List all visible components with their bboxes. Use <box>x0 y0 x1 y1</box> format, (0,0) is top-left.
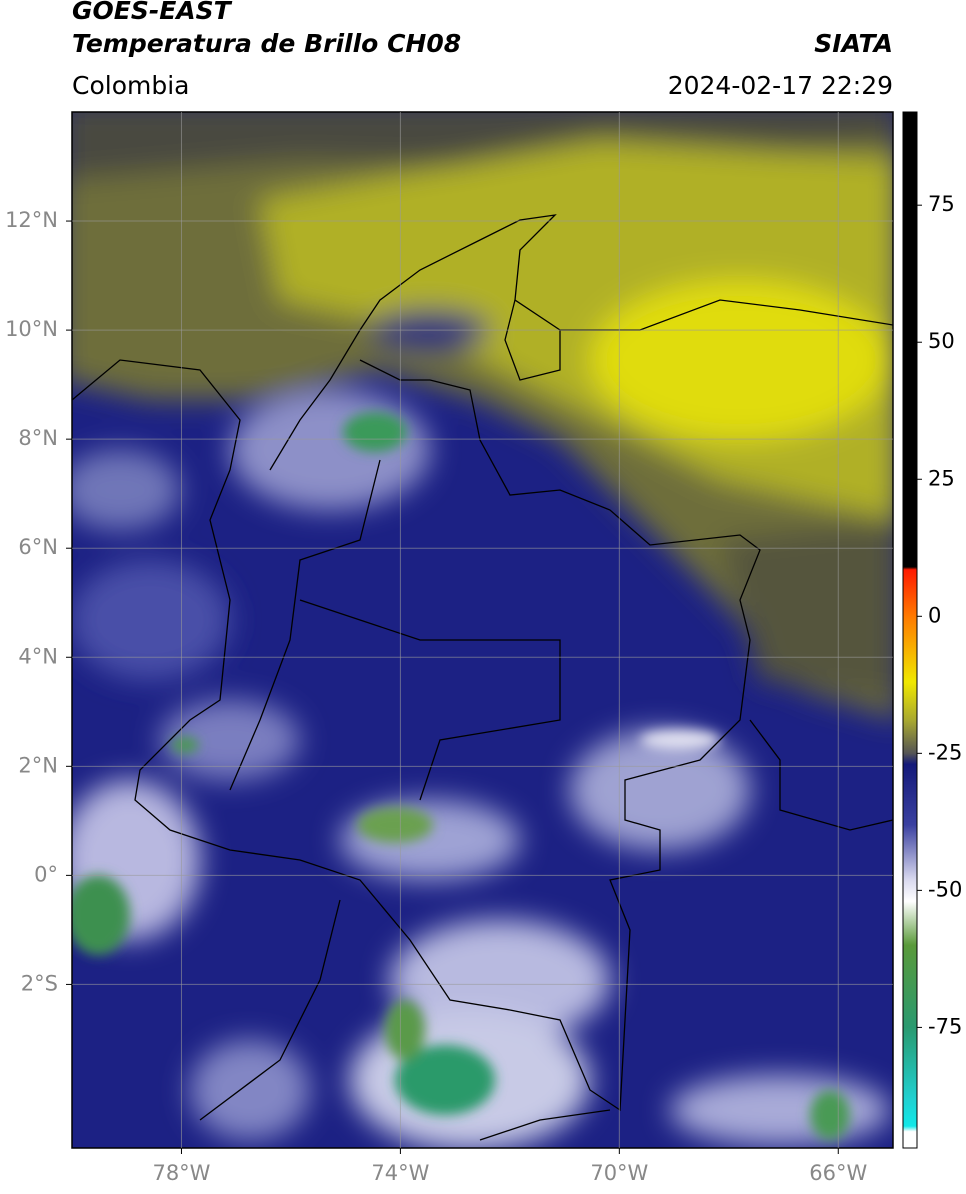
y-tick-label: 4°N <box>18 644 58 668</box>
colorbar-tick-label: -75 <box>928 1014 962 1038</box>
colorbar-tick-label: -50 <box>928 877 962 901</box>
y-tick-label: 8°N <box>18 426 58 450</box>
y-tick-label: 0° <box>34 862 58 886</box>
x-tick-label: 78°W <box>152 1161 210 1185</box>
datetime: 2024-02-17 22:29 <box>668 71 893 100</box>
colorbar <box>902 111 918 1149</box>
y-tick-label: 12°N <box>5 208 58 232</box>
colorbar-tick-label: 25 <box>928 466 955 490</box>
title: GOES-EAST <box>72 0 233 25</box>
subtitle: Temperatura de Brillo CH08 <box>72 29 461 58</box>
y-tick-label: 2°N <box>18 753 58 777</box>
colorbar-tick-label: 0 <box>928 603 941 627</box>
map-frame <box>71 111 894 1149</box>
colorbar-tick-label: -25 <box>928 740 962 764</box>
colorbar-tick-label: 75 <box>928 192 955 216</box>
source: SIATA <box>814 29 893 58</box>
colorbar-tick-label: 50 <box>928 329 955 353</box>
y-tick-label: 6°N <box>18 535 58 559</box>
satellite-image <box>72 112 893 1148</box>
x-tick-label: 70°W <box>590 1161 648 1185</box>
x-tick-label: 66°W <box>809 1161 867 1185</box>
x-tick-label: 74°W <box>371 1161 429 1185</box>
y-tick-label: 2°S <box>21 971 58 995</box>
y-tick-label: 10°N <box>5 317 58 341</box>
axes: 78°W 74°W 70°W 66°W 12°N 10°N 8°N 6°N 4°N 2°N 0° 2°… <box>5 112 962 1185</box>
region: Colombia <box>72 71 189 100</box>
